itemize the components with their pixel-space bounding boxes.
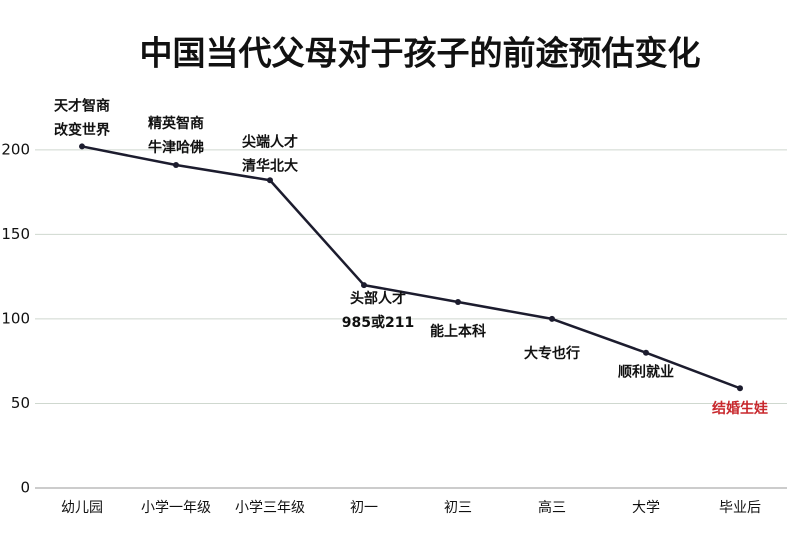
point-annotation: 能上本科 — [430, 323, 486, 340]
point-annotation: 结婚生娃 — [712, 400, 768, 417]
x-tick-label: 小学三年级 — [235, 500, 305, 516]
point-annotation: 牛津哈佛 — [148, 139, 204, 156]
data-point — [79, 143, 85, 150]
data-point — [267, 177, 273, 184]
point-annotation: 大专也行 — [524, 345, 580, 362]
data-point — [173, 162, 179, 169]
point-annotation: 顺利就业 — [618, 364, 674, 381]
point-annotation: 改变世界 — [54, 121, 111, 138]
x-tick-label: 高三 — [538, 499, 566, 516]
data-point — [737, 385, 743, 392]
y-tick-label: 150 — [1, 225, 30, 243]
x-tick-label: 初三 — [444, 499, 472, 516]
point-annotation: 精英智商 — [148, 115, 204, 132]
chart-title: 中国当代父母对于孩子的前途预估变化 — [140, 34, 701, 73]
point-annotation: 天才智商 — [54, 97, 110, 114]
point-annotation: 头部人才 — [350, 290, 406, 307]
x-tick-label: 幼儿园 — [61, 500, 103, 516]
x-tick-label: 初一 — [350, 499, 378, 516]
x-tick-label: 毕业后 — [719, 500, 761, 516]
point-annotation: 清华北大 — [242, 157, 298, 174]
point-annotation: 985或211 — [342, 314, 414, 331]
x-tick-label: 大学 — [632, 500, 660, 516]
data-point — [361, 282, 367, 289]
y-tick-label: 200 — [1, 140, 30, 158]
y-tick-label: 0 — [20, 479, 30, 497]
x-tick-label: 小学一年级 — [141, 500, 211, 516]
data-point — [455, 299, 461, 305]
data-line — [81, 145, 741, 390]
data-point — [643, 349, 649, 356]
y-tick-label: 50 — [11, 394, 30, 412]
y-tick-label: 100 — [1, 309, 30, 327]
point-annotation: 尖端人才 — [242, 133, 298, 150]
data-point — [549, 315, 555, 322]
